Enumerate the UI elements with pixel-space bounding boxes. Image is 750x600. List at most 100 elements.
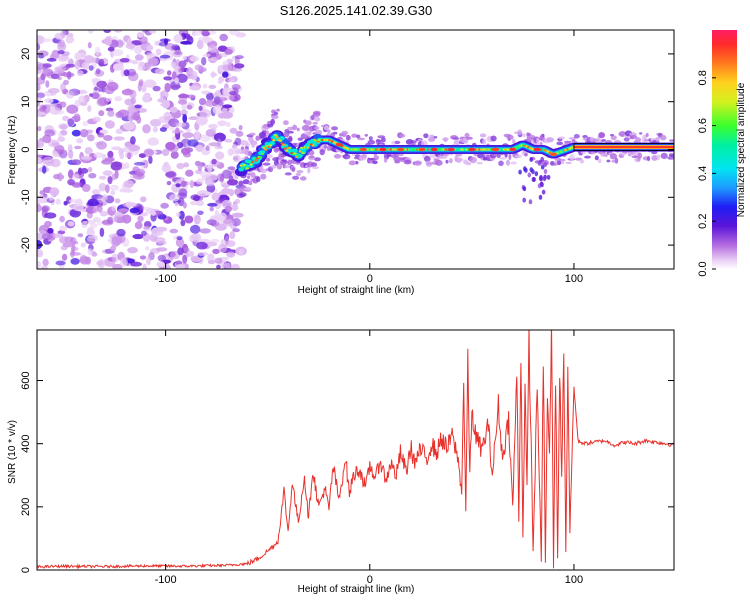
signal-blob <box>269 141 276 146</box>
halo-blob <box>660 152 668 159</box>
halo-blob <box>541 189 546 195</box>
signal-blob <box>247 161 251 164</box>
noise-blob <box>93 152 104 159</box>
noise-blob <box>119 257 128 267</box>
noise-blob <box>202 83 208 89</box>
halo-blob <box>539 174 543 180</box>
noise-blob <box>175 238 185 248</box>
noise-blob <box>222 104 233 109</box>
noise-blob <box>80 167 89 174</box>
noise-blob <box>119 151 124 160</box>
noise-blob <box>238 125 243 131</box>
noise-blob <box>142 124 151 134</box>
x-tick-label: 100 <box>565 574 583 586</box>
noise-blob <box>89 93 94 97</box>
noise-blob <box>202 53 211 58</box>
signal-blob <box>306 146 310 149</box>
noise-blob <box>229 91 237 96</box>
signal-blob <box>274 134 277 137</box>
noise-blob <box>57 55 69 62</box>
signal-blob <box>282 143 286 146</box>
halo-blob <box>247 175 251 180</box>
noise-blob <box>155 48 162 56</box>
halo-blob <box>281 159 287 162</box>
noise-blob <box>41 233 53 241</box>
noise-blob <box>98 175 107 180</box>
halo-blob <box>603 152 609 157</box>
noise-blob <box>234 137 242 146</box>
noise-blob <box>123 121 135 131</box>
noise-blob <box>207 202 218 207</box>
noise-blob <box>87 198 100 207</box>
noise-blob <box>124 98 135 106</box>
x-tick-label: -100 <box>155 273 177 285</box>
colorbar-tick-label: 0.6 <box>697 118 709 133</box>
halo-blob <box>414 161 422 165</box>
noise-blob <box>98 87 104 92</box>
halo-blob <box>537 161 542 166</box>
noise-blob <box>81 61 90 70</box>
noise-blob <box>58 174 65 180</box>
noise-blob <box>47 103 58 108</box>
halo-blob <box>347 135 351 140</box>
noise-blob <box>232 154 241 163</box>
halo-blob <box>482 138 487 145</box>
halo-blob <box>245 186 252 193</box>
noise-blob <box>224 138 233 143</box>
halo-blob <box>532 177 536 182</box>
halo-blob <box>433 136 438 139</box>
halo-blob <box>403 159 412 165</box>
noise-blob <box>96 204 103 213</box>
noise-blob <box>178 60 187 68</box>
noise-blob <box>122 214 132 224</box>
noise-blob <box>42 258 49 267</box>
noise-blob <box>50 73 60 80</box>
hotspot <box>550 152 557 157</box>
noise-blob <box>185 128 191 132</box>
noise-blob <box>206 183 216 193</box>
noise-blob <box>107 46 115 52</box>
halo-blob <box>662 136 667 140</box>
halo-blob <box>506 159 510 166</box>
noise-blob <box>178 197 185 207</box>
noise-blob <box>160 89 169 100</box>
noise-blob <box>161 163 171 173</box>
noise-blob <box>185 169 194 177</box>
signal-blob <box>300 146 304 149</box>
y-tick-label: -10 <box>20 189 32 205</box>
halo-blob <box>411 140 417 144</box>
noise-blob <box>134 54 144 61</box>
noise-blob <box>150 211 157 216</box>
noise-blob <box>199 228 211 234</box>
halo-blob <box>310 162 318 167</box>
noise-blob <box>229 95 235 101</box>
x-tick-label: 0 <box>367 574 373 586</box>
y-tick-label: 400 <box>20 435 32 453</box>
noise-blob <box>219 33 228 42</box>
noise-blob <box>139 36 148 45</box>
noise-blob <box>195 200 204 207</box>
noise-blob <box>175 122 187 128</box>
noise-blob <box>103 30 111 33</box>
halo-blob <box>424 158 431 161</box>
signal-blob <box>301 151 305 155</box>
noise-blob <box>91 252 98 257</box>
signal-blob <box>293 152 297 155</box>
halo-blob <box>273 111 279 116</box>
halo-blob <box>546 137 554 143</box>
halo-blob <box>656 154 661 160</box>
noise-blob <box>179 109 189 115</box>
noise-blob <box>94 46 101 56</box>
halo-blob <box>270 118 276 125</box>
noise-blob <box>137 64 146 71</box>
y-tick-label: 200 <box>20 498 32 516</box>
noise-blob <box>89 222 98 229</box>
noise-blob <box>52 233 64 238</box>
noise-blob <box>57 41 67 52</box>
halo-blob <box>346 155 350 159</box>
noise-blob <box>80 155 93 161</box>
noise-blob <box>181 147 191 155</box>
halo-blob <box>291 167 296 172</box>
noise-blob <box>91 189 101 195</box>
noise-blob <box>175 264 185 269</box>
